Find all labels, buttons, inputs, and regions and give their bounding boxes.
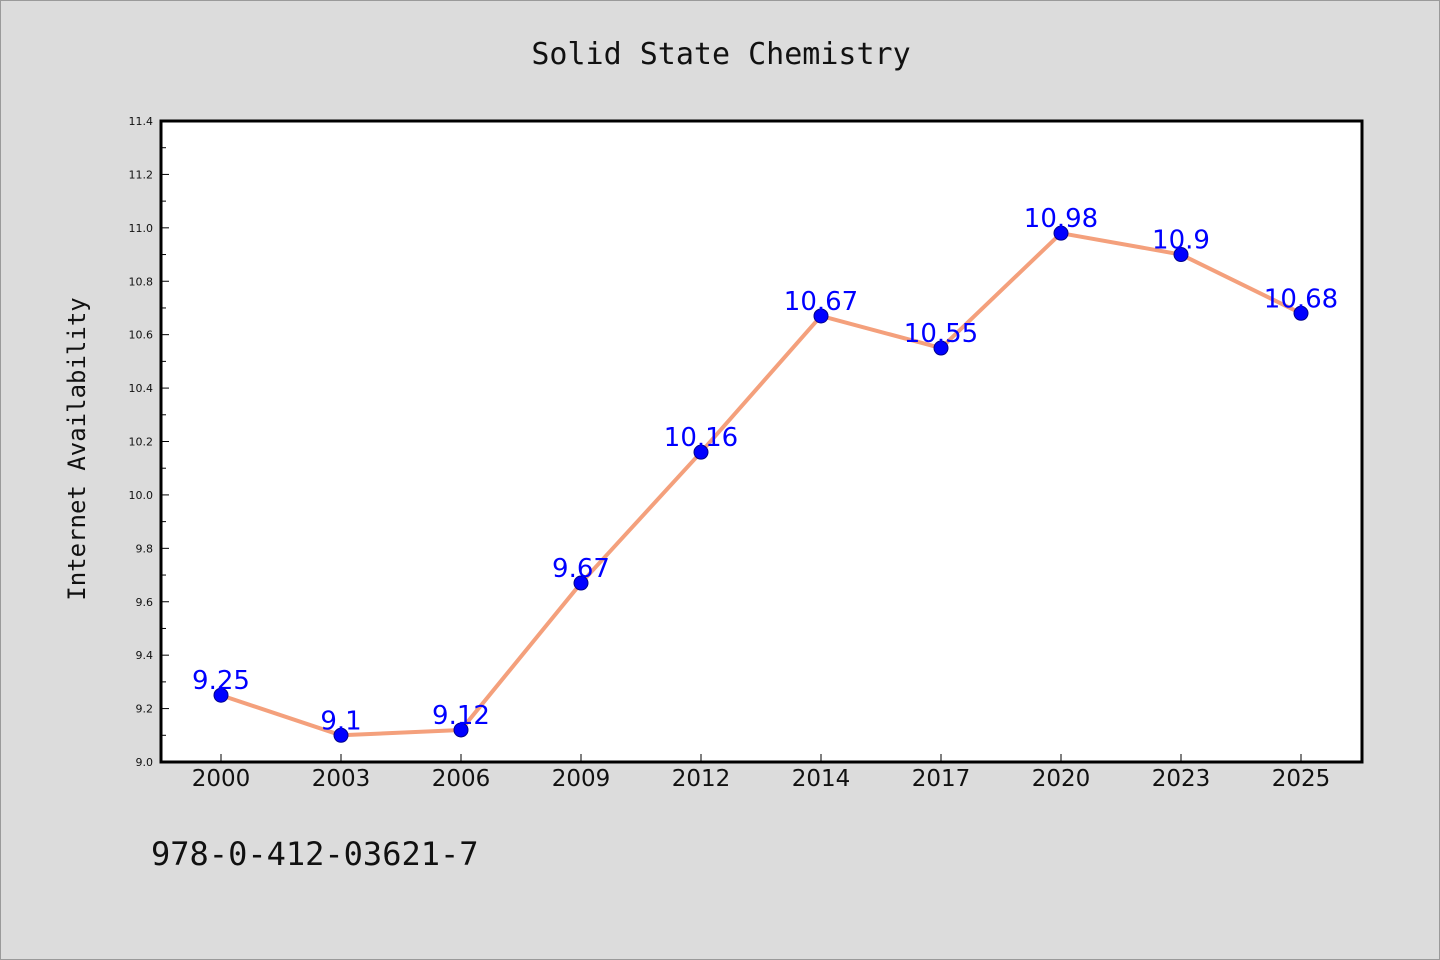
data-point: [813, 308, 829, 324]
y-tick-label: 10.4: [129, 382, 154, 395]
data-label: 10.16: [664, 423, 738, 453]
data-label: 9.1: [320, 706, 361, 736]
x-tick-label: 2000: [192, 766, 251, 792]
data-label: 10.68: [1264, 284, 1338, 314]
chart-title: Solid State Chemistry: [531, 37, 910, 72]
x-tick-label: 2023: [1152, 766, 1211, 792]
data-point: [933, 340, 949, 356]
x-tick-label: 2014: [792, 766, 851, 792]
y-tick-label: 9.6: [136, 596, 154, 609]
footer-id-text: 978-0-412-03621-7: [151, 835, 479, 873]
series-line: [219, 231, 1303, 738]
data-point: [1293, 305, 1309, 321]
data-point: [573, 575, 589, 591]
data-label: 10.98: [1024, 204, 1098, 234]
data-point: [693, 444, 709, 460]
y-tick-label: 10.2: [129, 436, 154, 449]
y-tick-label: 11.4: [129, 115, 154, 128]
y-tick-label: 10.8: [129, 275, 154, 288]
data-point: [453, 722, 469, 738]
y-tick-label: 9.2: [136, 703, 154, 716]
series-layer: 9.25 9.1 9.12 9.67 10.16 10.67 10.55 10.98 10.9 1…: [192, 204, 1338, 743]
data-point: [213, 687, 229, 703]
x-tick-label: 2025: [1272, 766, 1331, 792]
x-axis: 2000 2003 2006 2009 2012 2014 2017 2020 2023 2025: [192, 754, 1331, 792]
x-tick-label: 2012: [672, 766, 731, 792]
x-tick-label: 2017: [912, 766, 971, 792]
y-tick-label: 9.0: [136, 756, 154, 769]
y-axis-label: Internet Availability: [63, 297, 91, 600]
y-tick-label: 9.4: [136, 649, 154, 662]
x-tick-label: 2006: [432, 766, 491, 792]
data-point: [333, 727, 349, 743]
plot-frame: [159, 119, 1364, 764]
plot-area: [161, 121, 1362, 762]
y-tick-label: 9.8: [136, 542, 154, 555]
y-axis: 9.0 9.2 9.4 9.6 9.8 10.0 10.2 10.4 10.6 10.8 11.0 1…: [129, 115, 169, 769]
y-tick-label: 10.6: [129, 329, 154, 342]
y-tick-label: 11.0: [129, 222, 154, 235]
data-label: 10.55: [904, 319, 978, 349]
data-label: 9.67: [552, 554, 610, 584]
x-tick-label: 2009: [552, 766, 611, 792]
data-label: 10.67: [784, 287, 858, 317]
y-tick-label: 10.0: [129, 489, 154, 502]
data-label: 9.12: [432, 701, 490, 731]
y-tick-label: 11.2: [129, 168, 154, 181]
data-point: [1173, 247, 1189, 263]
x-tick-label: 2003: [312, 766, 371, 792]
data-label: 10.9: [1152, 226, 1210, 256]
data-point: [1053, 225, 1069, 241]
data-label: 9.25: [192, 666, 250, 696]
x-tick-label: 2020: [1032, 766, 1091, 792]
